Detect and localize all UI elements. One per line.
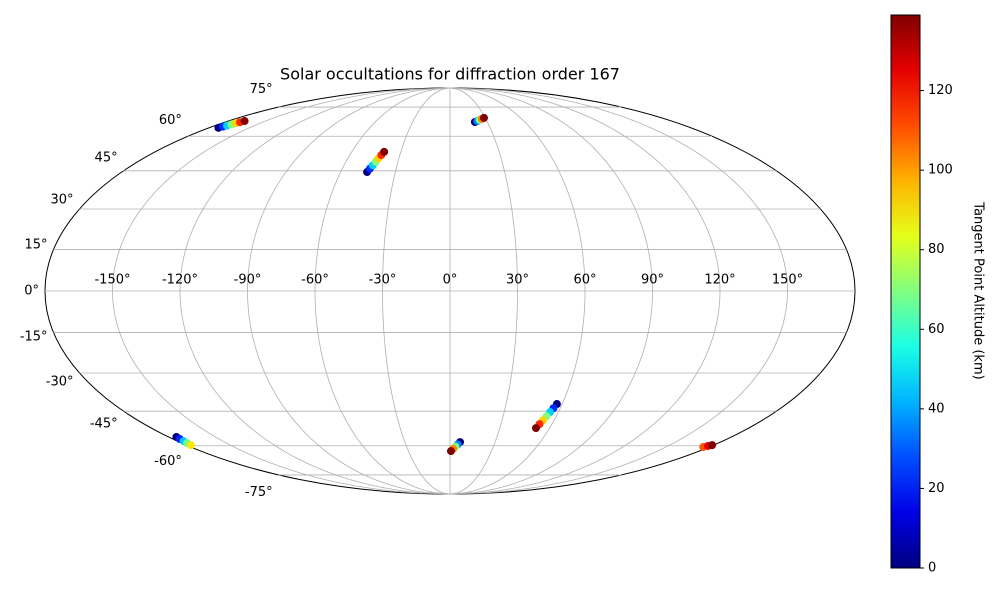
colorbar-tick-label: 40: [928, 401, 945, 416]
y-tick-label: -45°: [90, 416, 118, 431]
grid-line: [314, 87, 451, 495]
data-point: [186, 441, 195, 450]
y-tick-label: -75°: [245, 485, 273, 500]
grid-line: [247, 87, 451, 495]
grid-line: [449, 87, 586, 495]
data-point: [708, 441, 717, 450]
grid-line: [449, 87, 653, 495]
x-tick-label: -120°: [162, 273, 198, 288]
data-point: [531, 424, 540, 433]
colorbar: [890, 14, 921, 569]
grid-line: [449, 87, 518, 495]
data-point: [446, 447, 455, 456]
y-tick-label: 15°: [25, 237, 48, 252]
grid-line: [382, 87, 451, 495]
colorbar-label: Tangent Point Altitude (km): [971, 201, 986, 379]
y-tick-label: 75°: [250, 82, 273, 97]
colorbar-tick-label: 120: [928, 83, 953, 98]
y-tick-label: 0°: [24, 284, 39, 299]
colorbar-tick-label: 20: [928, 481, 945, 496]
y-tick-label: -60°: [154, 454, 182, 469]
y-tick-label: 30°: [50, 192, 73, 207]
x-tick-label: 150°: [772, 273, 803, 288]
data-point: [380, 147, 389, 156]
data-point: [240, 117, 249, 126]
y-tick-label: 60°: [159, 113, 182, 128]
chart-title: Solar occultations for diffraction order…: [280, 65, 620, 84]
x-tick-label: 120°: [704, 273, 735, 288]
x-tick-label: 0°: [443, 273, 458, 288]
x-tick-label: -60°: [301, 273, 329, 288]
y-tick-label: 45°: [95, 151, 118, 166]
colorbar-tick-label: 60: [928, 322, 945, 337]
x-tick-label: -90°: [234, 273, 262, 288]
colorbar-tick-label: 0: [928, 561, 936, 576]
x-tick-label: 60°: [573, 273, 596, 288]
grid-line: [179, 87, 451, 495]
colorbar-tick-label: 80: [928, 242, 945, 257]
x-tick-label: -150°: [94, 273, 130, 288]
y-tick-label: -15°: [20, 330, 48, 345]
x-tick-label: 90°: [641, 273, 664, 288]
grid-line: [112, 87, 451, 495]
x-tick-label: -30°: [369, 273, 397, 288]
x-tick-label: 30°: [506, 273, 529, 288]
grid-line: [449, 87, 788, 495]
data-point: [479, 113, 488, 122]
y-tick-label: -30°: [46, 375, 74, 390]
colorbar-tick-label: 100: [928, 163, 953, 178]
grid-line: [449, 87, 721, 495]
